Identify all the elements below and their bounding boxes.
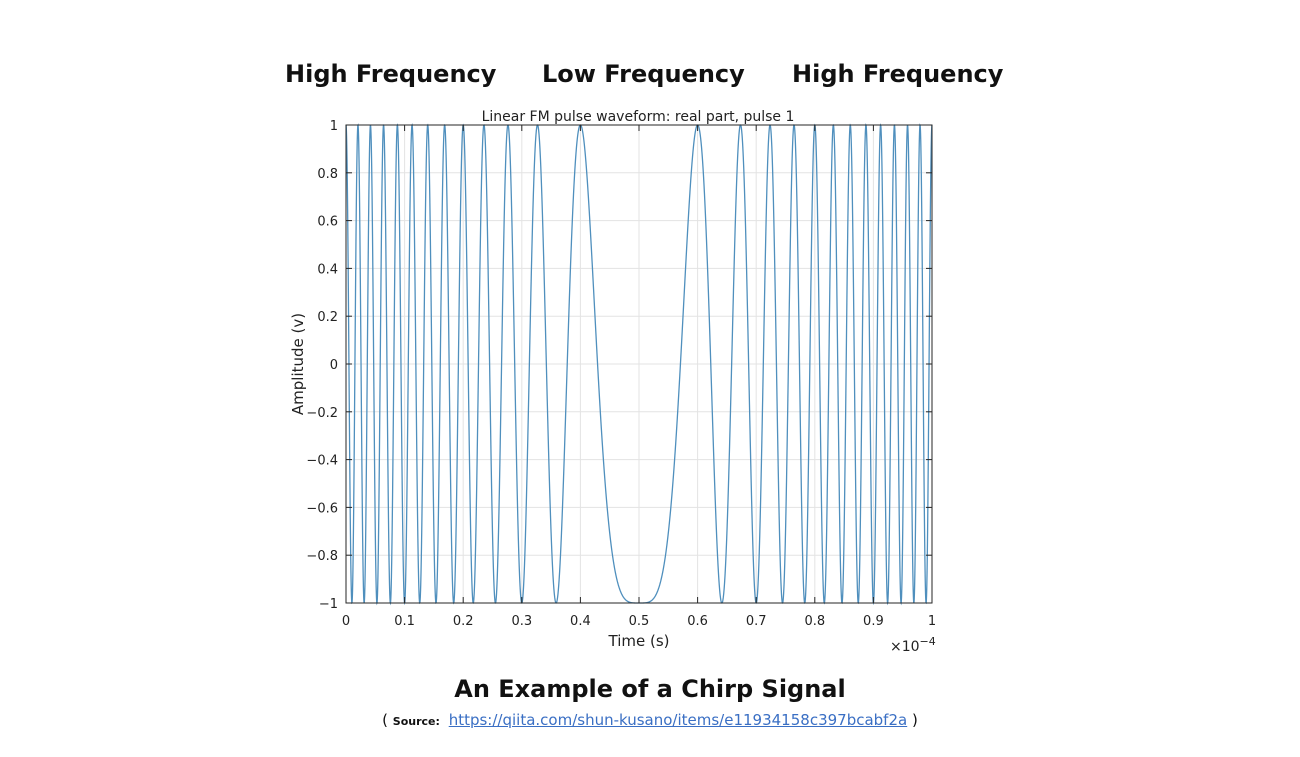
x-tick-label: 0	[342, 614, 350, 629]
x-tick-label: 1	[928, 614, 936, 629]
y-tick-label: 0.4	[317, 262, 338, 277]
y-tick-label: 0.2	[317, 310, 338, 325]
x-tick-label: 0.9	[863, 614, 884, 629]
y-tick-label: 0.8	[317, 167, 338, 182]
x-multiplier-exponent: −4	[920, 635, 936, 648]
y-tick-label: −0.6	[306, 501, 338, 516]
x-tick-label: 0.1	[394, 614, 415, 629]
source-close-paren: )	[911, 711, 918, 729]
x-tick-labels: 0 0.1 0.2 0.3 0.4 0.5 0.6 0.7 0.8 0.9 1	[342, 614, 936, 629]
x-axis-multiplier: ×10−4	[890, 635, 936, 655]
annotation-high-frequency-left: High Frequency	[285, 60, 497, 88]
source-link[interactable]: https://qiita.com/shun-kusano/items/e119…	[448, 711, 908, 729]
y-tick-label: −1	[319, 597, 338, 612]
x-tick-label: 0.5	[629, 614, 650, 629]
source-open-paren: (	[382, 711, 389, 729]
y-tick-label: 0.6	[317, 215, 338, 230]
figure-caption: An Example of a Chirp Signal	[454, 675, 846, 703]
y-tick-label: −0.2	[306, 406, 338, 421]
annotation-high-frequency-right: High Frequency	[792, 60, 1004, 88]
tick-marks	[345, 124, 933, 604]
y-tick-label: −0.4	[306, 454, 338, 469]
x-tick-label: 0.7	[746, 614, 767, 629]
x-tick-label: 0.2	[453, 614, 474, 629]
y-tick-label: 0	[330, 358, 338, 373]
x-multiplier-base: ×10	[890, 639, 920, 655]
y-axis-label: Amplitude (v)	[289, 313, 307, 415]
annotation-low-frequency: Low Frequency	[542, 60, 745, 88]
x-tick-label: 0.6	[687, 614, 708, 629]
x-tick-label: 0.4	[570, 614, 591, 629]
source-label: Source:	[392, 715, 440, 728]
y-tick-label: 1	[330, 119, 338, 134]
y-tick-labels: 1 0.8 0.6 0.4 0.2 0 −0.2 −0.4 −0.6 −0.8 −1	[306, 119, 338, 612]
x-tick-label: 0.3	[511, 614, 532, 629]
chart-title: Linear FM pulse waveform: real part, pul…	[482, 109, 795, 125]
source-line: ( Source: https://qiita.com/shun-kusano/…	[0, 711, 1300, 729]
x-tick-label: 0.8	[804, 614, 825, 629]
x-axis-label: Time (s)	[608, 632, 670, 650]
y-tick-label: −0.8	[306, 549, 338, 564]
